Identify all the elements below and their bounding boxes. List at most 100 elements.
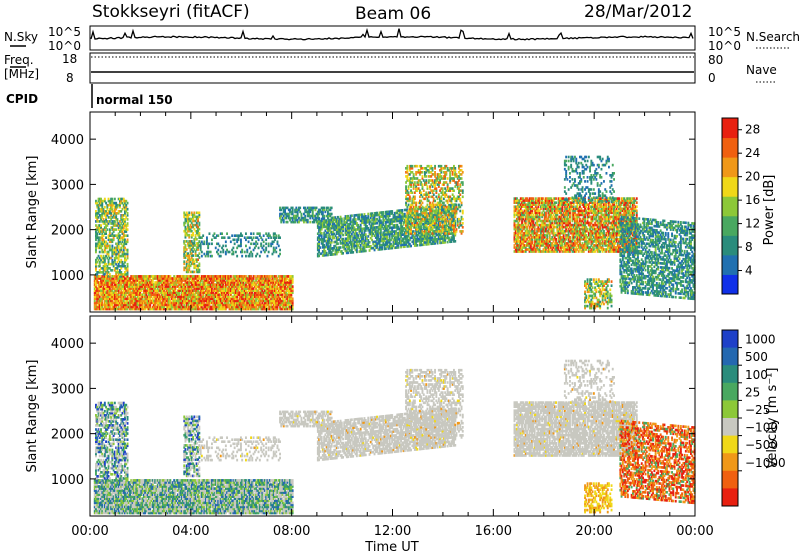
power-cell <box>154 295 157 299</box>
power-cell <box>284 206 286 210</box>
power-cell <box>154 293 157 296</box>
power-cell <box>291 287 294 290</box>
power-cell <box>182 289 184 292</box>
power-cell <box>146 301 149 305</box>
power-cell <box>286 206 289 210</box>
power-cell <box>349 249 352 252</box>
power-cell <box>96 271 99 274</box>
power-cell <box>315 212 318 216</box>
power-cell <box>153 299 155 303</box>
power-cell <box>342 229 344 233</box>
power-cell <box>183 293 186 296</box>
power-cell <box>184 279 187 282</box>
power-cell <box>296 210 299 214</box>
power-cell <box>242 281 245 284</box>
power-cell <box>243 299 246 303</box>
power-cell <box>111 305 114 309</box>
power-cell <box>126 264 129 268</box>
power-cell <box>145 277 148 280</box>
power-cell <box>216 301 218 305</box>
power-cell <box>160 303 163 307</box>
power-cell <box>117 228 120 231</box>
power-cell <box>120 248 123 252</box>
power-cell <box>232 305 235 309</box>
power-cell <box>355 240 358 243</box>
power-cell <box>174 285 177 288</box>
power-cell <box>115 283 118 286</box>
power-cell <box>206 285 208 288</box>
power-cell <box>195 246 198 249</box>
power-cell <box>251 299 254 303</box>
power-cell <box>190 307 193 311</box>
power-cell <box>379 215 382 218</box>
power-cell <box>122 254 125 258</box>
power-cell <box>127 289 130 292</box>
power-cell <box>219 279 222 282</box>
power-cell <box>112 230 115 233</box>
power-cell <box>208 242 211 246</box>
power-cell <box>102 275 105 278</box>
power-cell <box>100 293 102 296</box>
power-cell <box>354 218 357 221</box>
power-cell <box>214 246 217 250</box>
power-cell <box>132 299 135 303</box>
power-cell <box>96 214 99 217</box>
power-cell <box>257 303 260 307</box>
power-cell <box>164 281 167 284</box>
power-cell <box>289 289 291 292</box>
power-cell <box>168 305 170 309</box>
power-cell <box>260 236 263 239</box>
power-cell <box>271 301 274 305</box>
power-cell <box>238 305 241 309</box>
power-cell <box>102 293 105 296</box>
power-cell <box>271 307 274 311</box>
power-cell <box>184 233 187 237</box>
power-cell <box>256 232 259 235</box>
power-cell <box>119 273 121 276</box>
power-cell <box>320 240 323 243</box>
power-cell <box>103 226 106 229</box>
power-cell <box>151 275 154 278</box>
power-cell <box>117 287 120 290</box>
power-cell <box>250 307 252 311</box>
power-cell <box>349 216 352 220</box>
power-cell <box>115 273 118 276</box>
power-cell <box>204 307 207 311</box>
power-cell <box>124 230 126 233</box>
power-cell <box>144 277 147 280</box>
power-cell <box>131 277 134 280</box>
power-cell <box>269 287 271 290</box>
power-cell <box>355 248 358 252</box>
power-cell <box>129 297 131 301</box>
power-cell <box>327 253 329 257</box>
power-cell <box>202 299 205 303</box>
power-cell <box>242 289 245 292</box>
power-cell <box>320 227 323 231</box>
power-cell <box>135 293 138 296</box>
power-cell <box>355 246 358 250</box>
power-cell <box>195 225 198 229</box>
power-cell <box>107 277 110 280</box>
power-cell <box>188 229 191 233</box>
power-cell <box>124 214 126 217</box>
power-cell <box>139 287 142 290</box>
power-cell <box>100 279 102 282</box>
power-cell <box>381 211 384 214</box>
power-cell <box>187 295 189 299</box>
power-cell <box>359 229 362 233</box>
power-cell <box>115 242 118 246</box>
power-cell <box>358 225 361 229</box>
power-cell <box>125 205 128 209</box>
power-cell <box>108 277 111 280</box>
power-cell <box>135 307 138 311</box>
power-cell <box>253 307 256 311</box>
power-cell <box>224 275 227 278</box>
power-cell <box>150 307 153 311</box>
power-cell <box>185 248 188 251</box>
power-cell <box>102 277 105 280</box>
power-cell <box>217 299 220 303</box>
power-cell <box>207 283 210 286</box>
power-cell <box>263 305 266 309</box>
power-cell <box>325 214 328 218</box>
power-cell <box>105 277 107 280</box>
